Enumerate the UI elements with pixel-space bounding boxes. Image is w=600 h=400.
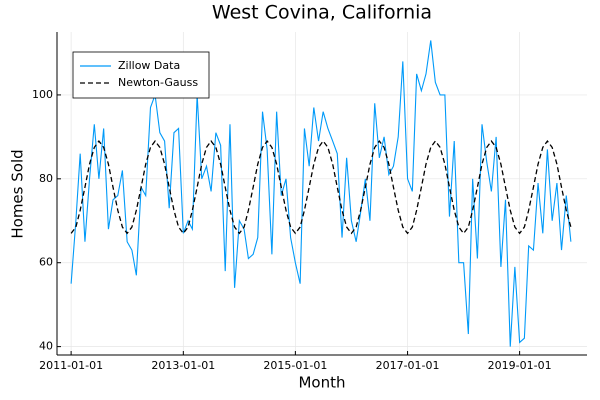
x-tick-label: 2017-01-01 (376, 359, 440, 372)
x-tick-label: 2019-01-01 (488, 359, 552, 372)
chart-title: West Covina, California (212, 2, 432, 24)
y-axis-label: Homes Sold (9, 149, 27, 238)
y-tick-label: 80 (39, 172, 53, 185)
data-line (70, 139, 572, 235)
y-tick-label: 100 (32, 88, 53, 101)
y-tick-label: 60 (39, 256, 53, 269)
legend-label: Zillow Data (118, 59, 180, 72)
x-tick-label: 2015-01-01 (263, 359, 327, 372)
legend-label: Newton-Gauss (118, 76, 198, 89)
x-tick-label: 2013-01-01 (151, 359, 215, 372)
legend-box (72, 51, 210, 99)
x-axis-label: Month (298, 374, 345, 392)
y-tick-label: 40 (39, 340, 53, 353)
x-tick-label: 2011-01-01 (39, 359, 103, 372)
